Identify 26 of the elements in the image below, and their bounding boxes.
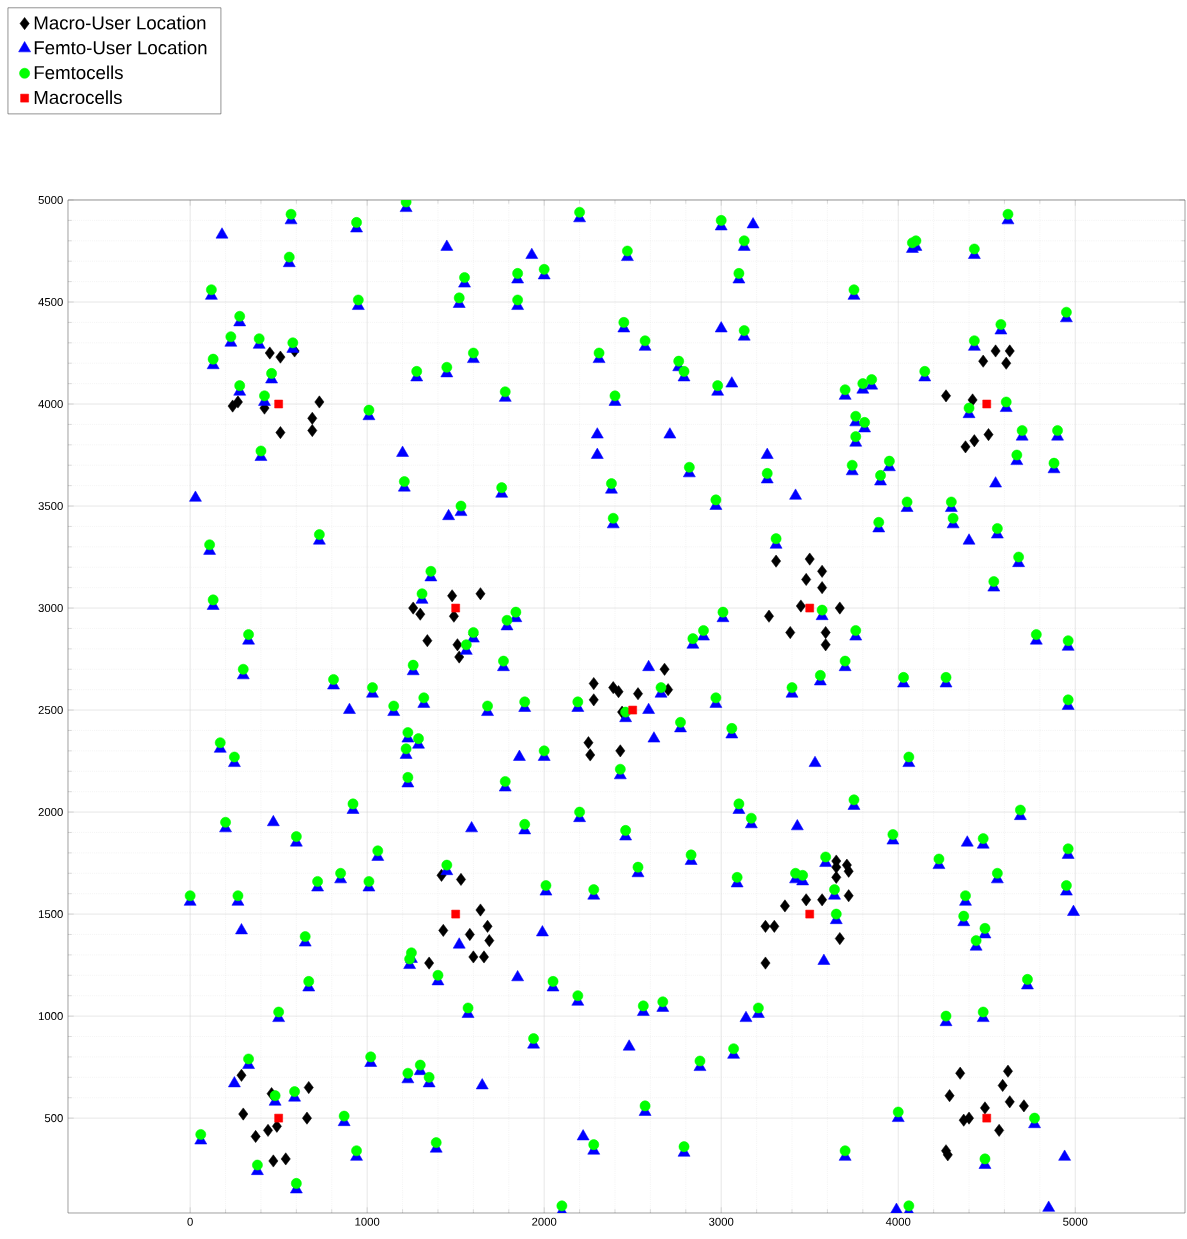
y-tick-label: 500 xyxy=(44,1114,63,1123)
point xyxy=(451,909,460,919)
x-tick-label: 1000 xyxy=(355,1217,380,1226)
y-tick-label: 1500 xyxy=(38,910,63,919)
x-tick-label: 5000 xyxy=(1063,1217,1088,1226)
x-tick-label: 2000 xyxy=(532,1217,557,1226)
y-tick-label: 5000 xyxy=(38,195,63,204)
y-tick-label: 2000 xyxy=(38,808,63,817)
x-tick-label: 4000 xyxy=(885,1217,911,1226)
y-tick-label: 3000 xyxy=(38,604,63,613)
point xyxy=(805,603,814,613)
x-tick-label: 0 xyxy=(187,1217,193,1226)
legend-label: Femto-User Location xyxy=(34,40,207,55)
legend-label: Femtocells xyxy=(34,65,123,80)
point xyxy=(982,1113,992,1123)
point xyxy=(982,399,992,409)
legend-label: Macro-User Location xyxy=(34,15,206,30)
y-tick-label: 4000 xyxy=(38,400,63,409)
point xyxy=(805,909,814,919)
y-tick-label: 2500 xyxy=(38,706,63,715)
y-tick-label: 4500 xyxy=(38,298,63,307)
y-tick-label: 1000 xyxy=(38,1012,63,1021)
point xyxy=(274,399,283,409)
x-tick-label: 3000 xyxy=(709,1217,734,1226)
legend-label: Macrocells xyxy=(34,90,122,105)
y-tick-label: 3500 xyxy=(38,502,63,511)
